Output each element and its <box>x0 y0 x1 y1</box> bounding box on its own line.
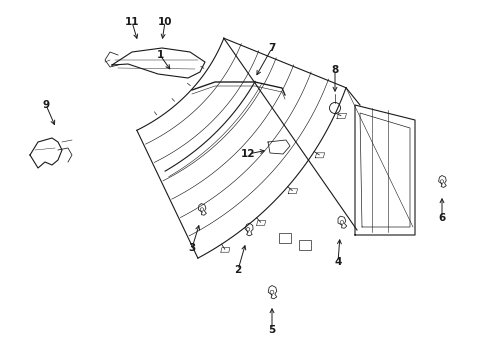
Text: 8: 8 <box>331 65 338 75</box>
Text: 12: 12 <box>240 149 255 159</box>
Text: 3: 3 <box>188 243 195 253</box>
Text: 6: 6 <box>437 213 445 223</box>
Text: 2: 2 <box>234 265 241 275</box>
Text: 9: 9 <box>42 100 49 110</box>
Text: 4: 4 <box>334 257 341 267</box>
Text: 11: 11 <box>124 17 139 27</box>
Text: 7: 7 <box>268 43 275 53</box>
Text: 1: 1 <box>156 50 163 60</box>
Text: 10: 10 <box>158 17 172 27</box>
Text: 5: 5 <box>268 325 275 335</box>
